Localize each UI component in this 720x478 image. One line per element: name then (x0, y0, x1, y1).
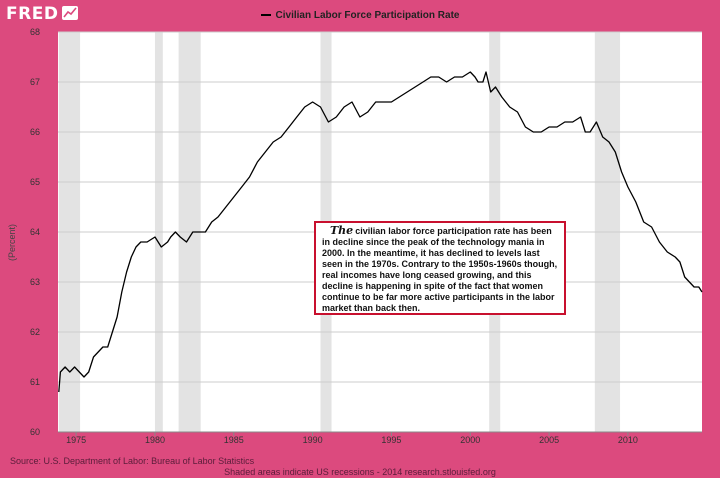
chart-title: Civilian Labor Force Participation Rate (275, 10, 460, 21)
x-tick-label: 2005 (539, 435, 559, 445)
x-tick-label: 2000 (460, 435, 480, 445)
x-tick-label: 2010 (618, 435, 638, 445)
y-tick-label: 60 (30, 427, 40, 437)
annotation-dropcap: The (330, 224, 354, 237)
fred-chart-icon (62, 6, 78, 20)
fred-logo: FRED (6, 4, 59, 24)
y-tick-label: 61 (30, 377, 40, 387)
y-tick-label: 62 (30, 327, 40, 337)
recession-footnote: Shaded areas indicate US recessions - 20… (224, 467, 496, 477)
source-note: Source: U.S. Department of Labor: Bureau… (10, 456, 255, 466)
y-tick-label: 66 (30, 127, 40, 137)
x-tick-label: 1985 (224, 435, 244, 445)
x-tick-label: 1995 (381, 435, 401, 445)
y-tick-label: 67 (30, 77, 40, 87)
y-tick-label: 65 (30, 177, 40, 187)
x-tick-label: 1975 (66, 435, 86, 445)
y-tick-label: 68 (30, 27, 40, 37)
x-tick-label: 1990 (303, 435, 323, 445)
x-tick-label: 1980 (145, 435, 165, 445)
legend-swatch (260, 14, 271, 17)
y-tick-label: 64 (30, 227, 40, 237)
chart-title-row: Civilian Labor Force Participation Rate (0, 10, 720, 21)
series-line (58, 71, 703, 393)
y-tick-label: 63 (30, 277, 40, 287)
annotation-box: The civilian labor force participation ra… (314, 221, 566, 315)
annotation-text: civilian labor force participation rate … (322, 226, 558, 313)
